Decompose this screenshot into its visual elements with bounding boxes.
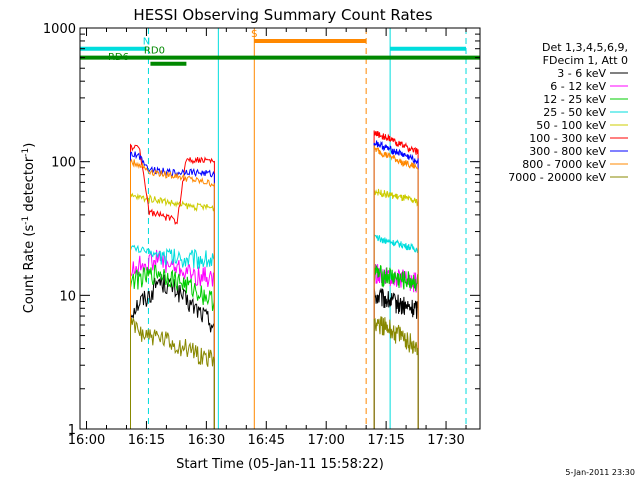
series-0-segment-2 [373, 288, 419, 429]
series-4-segment-1 [130, 192, 215, 429]
legend: Det 1,3,4,5,6,9, FDecim 1, Att 0 3 - 6 k… [508, 41, 628, 184]
y-axis-label-main: Count Rate (s [22, 225, 37, 314]
footer-timestamp: 5-Jan-2011 23:30 [565, 468, 635, 477]
legend-entry-7: 800 - 7000 keV [522, 158, 606, 171]
x-axis-label: Start Time (05-Jan-11 15:58:22) [176, 457, 384, 472]
y-axis-label-mid: detector [22, 156, 37, 216]
series-2-segment-2 [373, 263, 419, 429]
chart-title: HESSI Observing Summary Count Rates [133, 6, 432, 24]
series-7-segment-1 [130, 158, 215, 429]
x-tick-label: 17:30 [427, 433, 464, 448]
y-axis-label: Count Rate (s-1 detector-1) [21, 143, 37, 314]
state-label-rd0: RD0 [144, 46, 165, 57]
x-tick-label: 16:00 [68, 433, 105, 448]
series-6-segment-2 [373, 140, 419, 429]
legend-entry-8: 7000 - 20000 keV [508, 171, 606, 184]
legend-entry-1: 6 - 12 keV [550, 80, 606, 93]
series-8-segment-2 [373, 316, 419, 429]
x-tick-label: 16:45 [248, 433, 285, 448]
y-tick-label: 1 [68, 423, 76, 438]
y-tick-label: 100 [51, 156, 76, 171]
series-0-segment-1 [130, 274, 215, 429]
legend-entry-4: 50 - 100 keV [536, 119, 606, 132]
x-axis: 16:00 16:15 16:30 16:45 17:00 17:15 17:30 [68, 28, 467, 448]
legend-entry-0: 3 - 6 keV [557, 67, 606, 80]
x-tick-label: 17:15 [367, 433, 404, 448]
series-3-segment-1 [130, 244, 215, 429]
state-label-s: S [251, 29, 257, 40]
legend-header-line-2: FDecim 1, Att 0 [543, 54, 628, 67]
x-tick-label: 17:00 [307, 433, 344, 448]
legend-entry-3: 25 - 50 keV [543, 106, 606, 119]
series-5-segment-1 [130, 143, 215, 429]
state-label-n: N [143, 37, 150, 48]
series-5-segment-2 [373, 130, 419, 429]
y-axis-label-sup1: -1 [21, 216, 31, 225]
x-tick-label: 16:30 [188, 433, 225, 448]
legend-header-line-1: Det 1,3,4,5,6,9, [542, 41, 628, 54]
legend-entry-6: 300 - 800 keV [529, 145, 606, 158]
x-tick-label: 16:15 [128, 433, 165, 448]
y-axis-label-sup2: -1 [21, 148, 31, 157]
y-axis-label-end: ) [22, 143, 37, 148]
series-2-segment-1 [130, 264, 215, 429]
y-axis: 1 10 100 1000 [43, 22, 480, 438]
legend-entry-5: 100 - 300 keV [529, 132, 606, 145]
state-label-rd6: RD6 [108, 52, 129, 63]
y-tick-label: 1000 [43, 22, 76, 37]
series-3-segment-2 [373, 234, 419, 429]
legend-entry-2: 12 - 25 keV [543, 93, 606, 106]
series-8-segment-1 [130, 318, 215, 429]
series-7-segment-2 [373, 145, 419, 429]
y-tick-label: 10 [59, 289, 76, 304]
series-4-segment-2 [373, 188, 419, 429]
plot-frame [79, 27, 481, 430]
